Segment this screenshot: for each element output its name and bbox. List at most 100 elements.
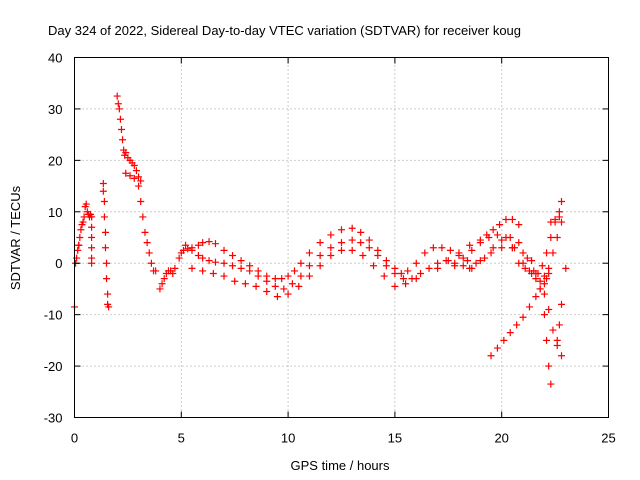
data-point: [194, 241, 202, 249]
data-point: [254, 272, 262, 280]
data-point: [143, 239, 151, 247]
data-point: [122, 169, 130, 177]
y-tick-label: -20: [44, 359, 63, 374]
data-point: [519, 249, 527, 257]
data-point: [525, 303, 533, 311]
series-arc-h: [175, 224, 480, 283]
data-point: [113, 92, 121, 100]
data-point: [297, 259, 305, 267]
data-point: [288, 280, 296, 288]
data-point: [88, 213, 96, 221]
data-point: [135, 182, 143, 190]
x-tick-label: 0: [71, 431, 78, 446]
series-arc-c: [88, 213, 96, 267]
data-point: [397, 270, 405, 277]
series-arc-r: [547, 213, 563, 226]
data-point: [263, 277, 271, 285]
data-point: [114, 100, 122, 108]
data-point: [171, 264, 179, 272]
data-point: [438, 244, 446, 252]
x-tick-label: 10: [281, 431, 295, 446]
data-point: [103, 275, 111, 283]
data-point: [100, 198, 108, 205]
data-point: [412, 259, 420, 267]
chart-title: Day 324 of 2022, Sidereal Day-to-day VTE…: [48, 23, 521, 38]
data-point: [231, 277, 239, 285]
data-point: [508, 216, 516, 223]
data-point: [88, 234, 96, 241]
series-arc-a: [71, 241, 83, 311]
data-point: [241, 280, 249, 288]
data-point: [549, 249, 557, 257]
data-point: [532, 293, 540, 301]
data-point: [515, 239, 523, 247]
y-tick-label: -30: [44, 411, 63, 426]
data-point: [498, 244, 506, 252]
data-point: [156, 285, 164, 293]
data-point: [391, 282, 399, 290]
data-point: [316, 239, 324, 247]
data-point: [493, 344, 501, 352]
series-arc-l: [451, 198, 566, 277]
data-point: [391, 270, 399, 277]
data-point: [135, 173, 143, 181]
data-point: [555, 321, 563, 329]
data-point: [472, 259, 480, 267]
data-point: [551, 216, 559, 223]
data-point: [485, 234, 493, 241]
data-point: [169, 270, 177, 277]
data-point: [489, 244, 497, 252]
y-tick-label: 30: [48, 102, 62, 117]
data-point: [496, 221, 504, 229]
data-point: [357, 228, 365, 236]
data-point: [549, 326, 557, 334]
data-point: [211, 258, 219, 266]
data-point: [316, 252, 324, 259]
data-point: [82, 200, 90, 208]
data-point: [348, 224, 356, 232]
data-point: [459, 254, 467, 262]
data-point: [237, 257, 245, 265]
data-point: [145, 249, 153, 257]
data-point: [562, 264, 570, 272]
data-point: [188, 264, 196, 272]
x-tick-label: 20: [494, 431, 508, 446]
data-point: [305, 272, 313, 280]
data-point: [365, 244, 373, 252]
data-point: [273, 293, 281, 301]
data-point: [295, 282, 303, 290]
y-tick-label: -10: [44, 308, 63, 323]
data-point: [88, 259, 96, 267]
data-point: [184, 245, 192, 253]
data-point: [540, 290, 548, 298]
series-arc-s: [562, 264, 570, 272]
data-point: [502, 216, 510, 223]
data-point: [338, 246, 345, 254]
data-point: [88, 223, 96, 231]
data-point: [380, 272, 388, 280]
y-tick-label: 40: [48, 51, 62, 66]
series-arc-f: [122, 169, 145, 185]
data-point: [451, 262, 459, 270]
data-point: [466, 264, 474, 272]
data-point: [101, 228, 109, 236]
series-arc-i: [182, 236, 476, 293]
data-point: [158, 280, 166, 288]
data-point: [199, 239, 207, 247]
data-point: [130, 162, 138, 169]
data-point: [528, 270, 536, 277]
data-point: [506, 234, 514, 241]
data-point: [291, 267, 299, 275]
data-point: [229, 262, 237, 270]
data-point: [122, 149, 130, 157]
data-point: [271, 282, 279, 290]
data-point: [188, 246, 196, 254]
data-point: [543, 249, 551, 257]
data-point: [305, 262, 313, 270]
series-arc-g: [156, 264, 179, 293]
data-point: [553, 336, 561, 344]
data-point: [466, 241, 474, 249]
data-point: [103, 259, 111, 267]
data-point: [532, 275, 540, 283]
data-point: [515, 259, 523, 267]
